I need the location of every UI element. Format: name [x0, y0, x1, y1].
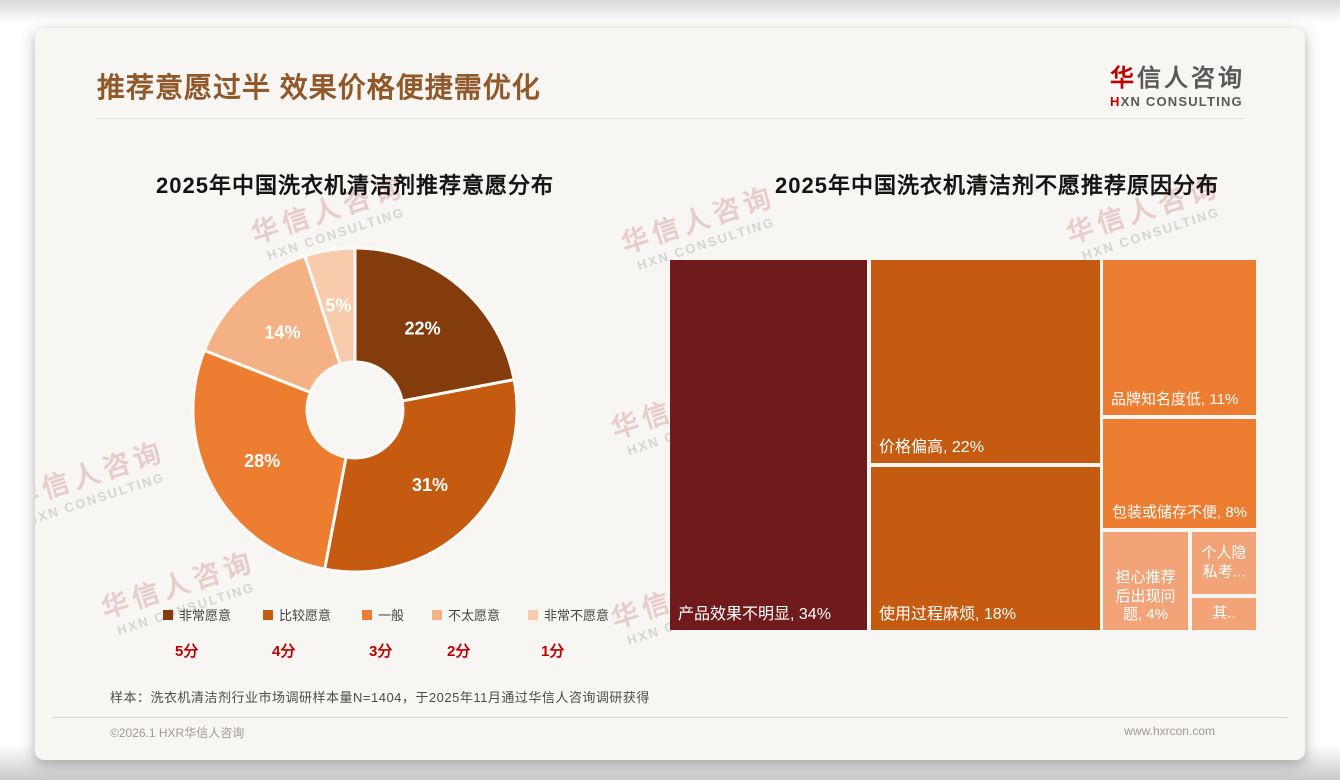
sample-footnote: 样本：洗衣机清洁剂行业市场调研样本量N=1404，于2025年11月通过华信人咨…: [110, 690, 650, 705]
score-label: 1分: [541, 643, 565, 660]
treemap-cell-label: 包装或储存不便, 8%: [1111, 504, 1247, 522]
legend-item: 一般: [362, 605, 404, 624]
brand-logo-en-rest: XN CONSULTING: [1120, 94, 1243, 109]
legend-item: 不太愿意: [432, 605, 500, 624]
brand-logo-english: HXN CONSULTING: [1110, 94, 1245, 109]
legend-swatch: [362, 609, 372, 620]
brand-logo-en-accent: H: [1110, 94, 1121, 109]
brand-logo-chinese: 华信人咨询: [1110, 58, 1245, 93]
score-label: 5分: [175, 643, 199, 660]
donut-slice-3: [202, 254, 343, 395]
treemap-cell-1: 价格偏高, 22%: [871, 260, 1100, 463]
treemap-cell-2: 使用过程麻烦, 18%: [871, 467, 1100, 630]
treemap-cell-7: 其..: [1192, 598, 1256, 630]
website-url: www.hxrcon.com: [1124, 724, 1215, 738]
brand-logo: 华信人咨询 HXN CONSULTING: [1110, 58, 1245, 109]
donut-slice-label: 5%: [325, 295, 351, 315]
legend-item: 非常不愿意: [528, 605, 609, 624]
score-label: 2分: [447, 643, 471, 660]
treemap-cell-label: 担心推荐后出现问题, 4%: [1115, 568, 1176, 624]
donut-slice-0: [353, 246, 516, 403]
brand-logo-zh-rest: 信人咨询: [1137, 65, 1245, 92]
legend-label: 非常不愿意: [544, 608, 610, 623]
donut-legend: 非常愿意 比较愿意 一般 不太愿意 非常不愿意: [35, 605, 675, 624]
donut-slice-1: [322, 377, 519, 574]
legend-label: 一般: [378, 608, 405, 623]
legend-label: 不太愿意: [448, 608, 501, 623]
treemap-cell-label: 个人隐私考...: [1201, 544, 1247, 580]
brand-logo-zh-accent: 华: [1110, 65, 1137, 92]
page-title: 推荐意愿过半 效果价格便捷需优化: [97, 72, 541, 103]
donut-slice-label: 22%: [405, 318, 441, 338]
copyright-text: ©2026.1 HXR华信人咨询: [110, 726, 245, 740]
treemap-chart: 产品效果不明显, 34% 价格偏高, 22% 使用过程麻烦, 18% 品牌知名度低, …: [670, 260, 1256, 630]
treemap-cell-6: 个人隐私考...: [1192, 532, 1256, 594]
legend-swatch: [432, 609, 442, 620]
donut-slice-label: 14%: [264, 323, 300, 343]
legend-label: 比较愿意: [279, 608, 332, 623]
legend-swatch: [163, 609, 173, 620]
title-divider: [97, 118, 1245, 119]
treemap-cell-label: 价格偏高, 22%: [879, 439, 984, 456]
legend-swatch: [263, 609, 273, 620]
donut-slice-label: 31%: [412, 475, 448, 495]
treemap-chart-title: 2025年中国洗衣机清洁剂不愿推荐原因分布: [775, 173, 1219, 198]
legend-swatch: [528, 609, 538, 620]
legend-item: 非常愿意: [163, 605, 231, 624]
slide: 华信人咨询 HXN CONSULTING 华信人咨询 HXN CONSULTING 华信…: [35, 28, 1305, 760]
treemap-cell-5: 担心推荐后出现问题, 4%: [1103, 532, 1188, 630]
legend-label: 非常愿意: [179, 608, 232, 623]
score-label: 4分: [272, 643, 296, 660]
treemap-cell-0: 产品效果不明显, 34%: [670, 260, 867, 630]
score-labels: 5分 4分 3分 2分 1分: [35, 640, 675, 660]
treemap-cell-3: 品牌知名度低, 11%: [1103, 260, 1256, 415]
legend-item: 比较愿意: [263, 605, 331, 624]
treemap-cell-label: 品牌知名度低, 11%: [1111, 391, 1239, 409]
treemap-cell-label: 使用过程麻烦, 18%: [879, 606, 1016, 623]
footer-divider: [53, 717, 1287, 718]
score-label: 3分: [369, 643, 393, 660]
treemap-cell-label: 其..: [1212, 604, 1236, 622]
treemap-cell-4: 包装或储存不便, 8%: [1103, 419, 1256, 528]
donut-slice-4: [303, 246, 357, 367]
donut-slice-label: 28%: [244, 451, 280, 471]
donut-svg: 22% 31% 28% 14% 5%: [191, 246, 519, 574]
donut-chart-title: 2025年中国洗衣机清洁剂推荐意愿分布: [156, 173, 554, 198]
donut-slice-2: [191, 348, 348, 571]
treemap-cell-label: 产品效果不明显, 34%: [678, 606, 831, 623]
donut-chart: 22% 31% 28% 14% 5%: [187, 242, 523, 578]
